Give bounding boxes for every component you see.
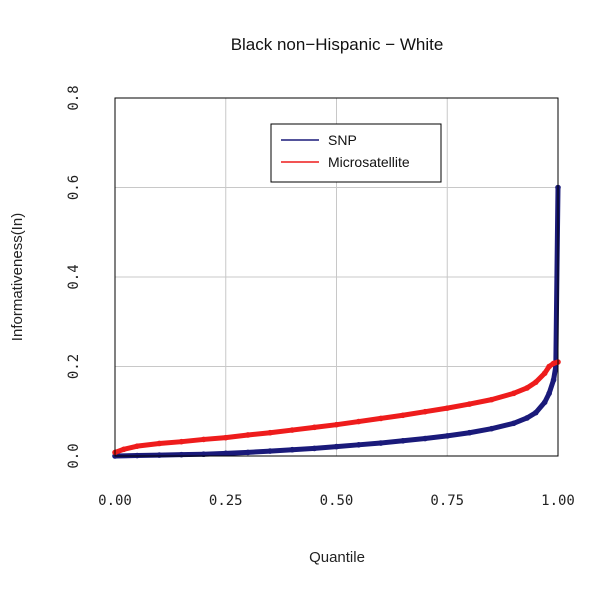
data-point [444, 433, 451, 439]
data-point [541, 399, 548, 406]
x-tick-label: 0.50 [320, 493, 354, 509]
y-tick-label: 0.2 [66, 354, 82, 379]
data-point [156, 452, 163, 458]
data-point [510, 390, 517, 397]
x-tick-label: 1.00 [541, 493, 575, 509]
data-point [524, 385, 530, 391]
x-axis-label: Quantile [309, 549, 365, 566]
data-point [355, 442, 362, 448]
data-point [422, 408, 428, 415]
data-point [510, 420, 517, 427]
data-point [156, 440, 163, 447]
data-point [550, 377, 557, 383]
data-point [245, 449, 251, 456]
x-tick-label: 0.75 [430, 493, 464, 509]
data-point [134, 443, 140, 449]
data-point [466, 429, 473, 436]
legend-box [270, 123, 442, 183]
y-axis-label: Informativeness(In) [9, 213, 26, 341]
y-tick-label: 0.6 [66, 175, 82, 200]
series-layer [112, 184, 561, 459]
data-point [524, 415, 530, 421]
data-point [378, 440, 384, 446]
data-point [311, 424, 318, 431]
data-point [546, 390, 552, 397]
data-point [333, 443, 340, 450]
data-point [533, 409, 539, 416]
chart-title: Black non−Hispanic − White [231, 35, 444, 54]
y-tick-label: 0.4 [66, 264, 82, 289]
plot-frame [114, 97, 559, 457]
data-point [245, 432, 251, 438]
x-axis-ticks: 0.00 0.25 0.50 0.75 1.00 [98, 493, 575, 509]
data-point [200, 436, 207, 443]
data-point [546, 363, 552, 370]
data-point [222, 434, 229, 441]
data-point [444, 405, 451, 411]
data-point [267, 448, 273, 454]
data-point [178, 451, 185, 458]
data-point [400, 437, 406, 444]
data-point [289, 427, 296, 433]
data-point [311, 445, 318, 452]
legend: SNP Microsatellite [270, 123, 442, 183]
data-point [533, 379, 539, 385]
data-point [289, 446, 296, 453]
legend-label-snp: SNP [328, 132, 357, 148]
y-tick-label: 0.8 [66, 85, 82, 110]
y-axis-ticks: 0.0 0.2 0.4 0.6 0.8 [66, 85, 82, 468]
data-point [541, 370, 548, 377]
data-point [222, 450, 229, 457]
data-point [178, 438, 185, 445]
data-point [488, 396, 495, 403]
x-tick-label: 0.00 [98, 493, 132, 509]
data-point [333, 421, 340, 428]
x-tick-label: 0.25 [209, 493, 243, 509]
data-point [466, 401, 473, 407]
data-point [550, 360, 557, 367]
y-tick-label: 0.0 [66, 443, 82, 468]
data-point [267, 429, 273, 436]
legend-label-microsatellite: Microsatellite [328, 154, 410, 170]
data-point [121, 446, 127, 453]
data-point [488, 425, 495, 432]
data-point [400, 412, 406, 419]
data-point [422, 435, 428, 442]
data-point [355, 418, 362, 425]
data-point [378, 415, 384, 422]
